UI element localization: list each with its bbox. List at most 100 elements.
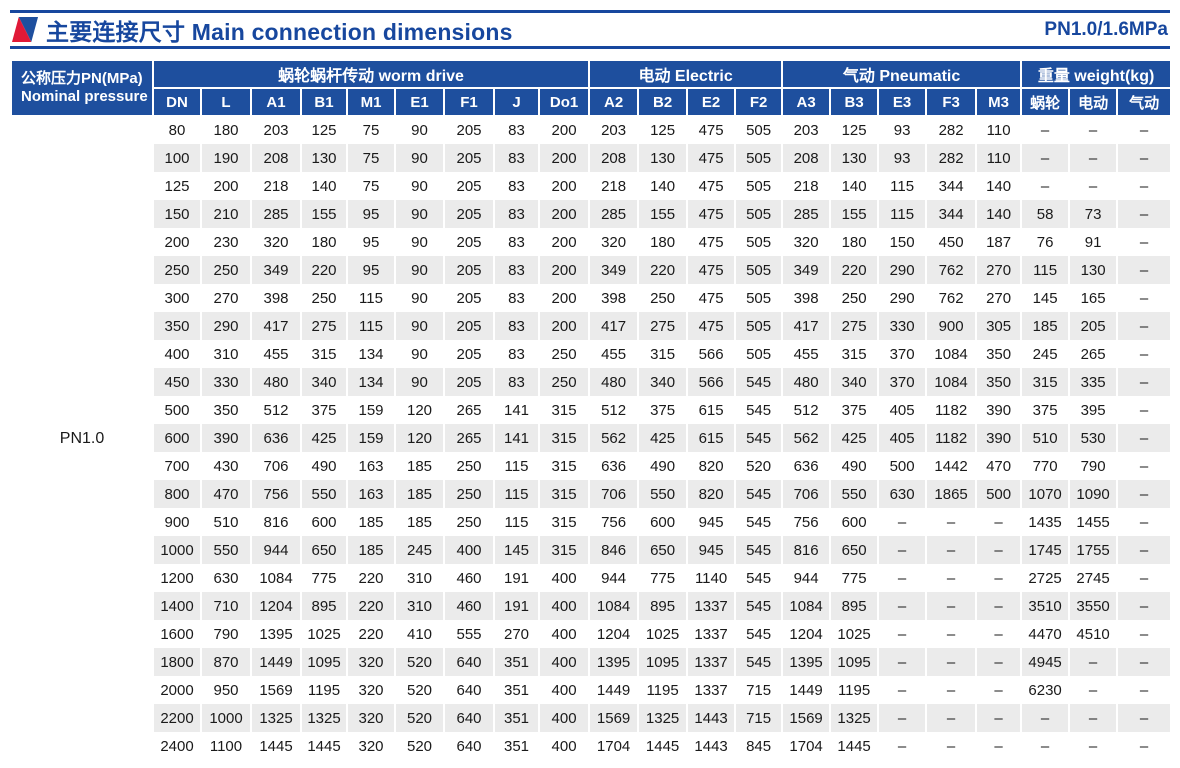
table-cell: 290 [200, 312, 252, 340]
table-cell: – [1116, 732, 1173, 760]
table-cell: 1204 [781, 620, 832, 648]
column-header: M3 [975, 87, 1023, 117]
table-cell: 650 [829, 536, 880, 564]
table-cell: 600 [829, 508, 880, 536]
table-cell: 945 [686, 536, 737, 564]
table-cell: 155 [829, 200, 880, 228]
table-cell: 350 [975, 340, 1023, 368]
table-cell: 775 [300, 564, 348, 592]
table-cell: 1337 [686, 620, 737, 648]
table-cell: 505 [734, 312, 784, 340]
table-cell: 756 [781, 508, 832, 536]
table-row: 400 310 455 315 134 90 205 83 250 455 315 566 505 455… [11, 340, 1173, 368]
table-cell: – [925, 620, 978, 648]
table-cell: 505 [734, 284, 784, 312]
table-cell: 205 [443, 228, 495, 256]
table-cell: 1445 [637, 732, 689, 760]
table-cell: 400 [537, 564, 591, 592]
table-cell: 375 [637, 396, 689, 424]
table-cell: 340 [829, 368, 880, 396]
table-cell: – [975, 592, 1023, 620]
table-row: 2400 1100 1445 1445 320 520 640 351 400 1704 1445 1… [11, 732, 1173, 760]
table-cell: 950 [200, 676, 252, 704]
table-cell: 165 [1068, 284, 1119, 312]
table-cell: 816 [781, 536, 832, 564]
table-cell: 398 [781, 284, 832, 312]
table-cell: 775 [637, 564, 689, 592]
table-cell: 1704 [781, 732, 832, 760]
table-cell: 83 [493, 172, 540, 200]
table-cell: 1084 [925, 368, 978, 396]
table-cell: – [1116, 256, 1173, 284]
table-cell: 115 [1020, 256, 1071, 284]
table-cell: 351 [493, 648, 540, 676]
table-cell: 205 [443, 172, 495, 200]
table-row: 350 290 417 275 115 90 205 83 200 417 275 475 505 417… [11, 312, 1173, 340]
table-cell: 285 [250, 200, 302, 228]
table-cell: 2745 [1068, 564, 1119, 592]
table-cell: 91 [1068, 228, 1119, 256]
column-header: B1 [300, 87, 348, 117]
table-cell: 83 [493, 340, 540, 368]
table-cell: 1100 [200, 732, 252, 760]
table-cell: 505 [734, 200, 784, 228]
table-row: 250 250 349 220 95 90 205 83 200 349 220 475 505 349 2… [11, 256, 1173, 284]
column-header: A1 [250, 87, 302, 117]
table-cell: 351 [493, 704, 540, 732]
table-cell: 315 [829, 340, 880, 368]
table-cell: 450 [925, 228, 978, 256]
table-cell: 545 [734, 396, 784, 424]
table-cell: 349 [781, 256, 832, 284]
table-cell: 185 [394, 508, 445, 536]
table-cell: 200 [537, 228, 591, 256]
table-cell: 200 [200, 172, 252, 200]
table-cell: 130 [300, 144, 348, 172]
table-cell: 350 [152, 312, 202, 340]
table-cell: – [1068, 144, 1119, 172]
column-header: 蜗轮 [1020, 87, 1071, 117]
table-cell: 205 [443, 340, 495, 368]
table-cell: 155 [300, 200, 348, 228]
table-cell: 83 [493, 144, 540, 172]
table-cell: 480 [588, 368, 640, 396]
table-cell: 545 [734, 648, 784, 676]
table-cell: 706 [250, 452, 302, 480]
table-cell: 320 [588, 228, 640, 256]
column-header: L [200, 87, 252, 117]
table-cell: 250 [537, 368, 591, 396]
table-cell: 4945 [1020, 648, 1071, 676]
table-cell: 120 [394, 396, 445, 424]
table-cell: 1000 [152, 536, 202, 564]
table-cell: 375 [300, 396, 348, 424]
table-cell: 315 [537, 508, 591, 536]
table-cell: 475 [686, 172, 737, 200]
table-cell: 475 [686, 228, 737, 256]
table-row: 700 430 706 490 163 185 250 115 315 636 490 820 520 6… [11, 452, 1173, 480]
table-cell: – [1068, 116, 1119, 144]
table-cell: 715 [734, 676, 784, 704]
table-cell: 1704 [588, 732, 640, 760]
table-cell: – [1068, 732, 1119, 760]
table-cell: – [1116, 200, 1173, 228]
table-cell: 816 [250, 508, 302, 536]
table-cell: 820 [686, 480, 737, 508]
table-cell: – [1020, 116, 1071, 144]
table-cell: 285 [588, 200, 640, 228]
table-cell: 185 [394, 480, 445, 508]
column-header: M1 [346, 87, 396, 117]
table-cell: 545 [734, 592, 784, 620]
table-cell: 275 [829, 312, 880, 340]
table-cell: 220 [300, 256, 348, 284]
table-cell: 83 [493, 368, 540, 396]
table-cell: 1395 [588, 648, 640, 676]
table-cell: – [877, 564, 928, 592]
table-cell: 130 [829, 144, 880, 172]
table-cell: 475 [686, 284, 737, 312]
table-cell: 400 [537, 704, 591, 732]
table-cell: 762 [925, 284, 978, 312]
table-cell: 187 [975, 228, 1023, 256]
table-cell: 475 [686, 256, 737, 284]
table-cell: 130 [1068, 256, 1119, 284]
nominal-pressure-header-zh: 公称压力PN(MPa) [21, 70, 143, 87]
table-cell: 163 [346, 452, 396, 480]
